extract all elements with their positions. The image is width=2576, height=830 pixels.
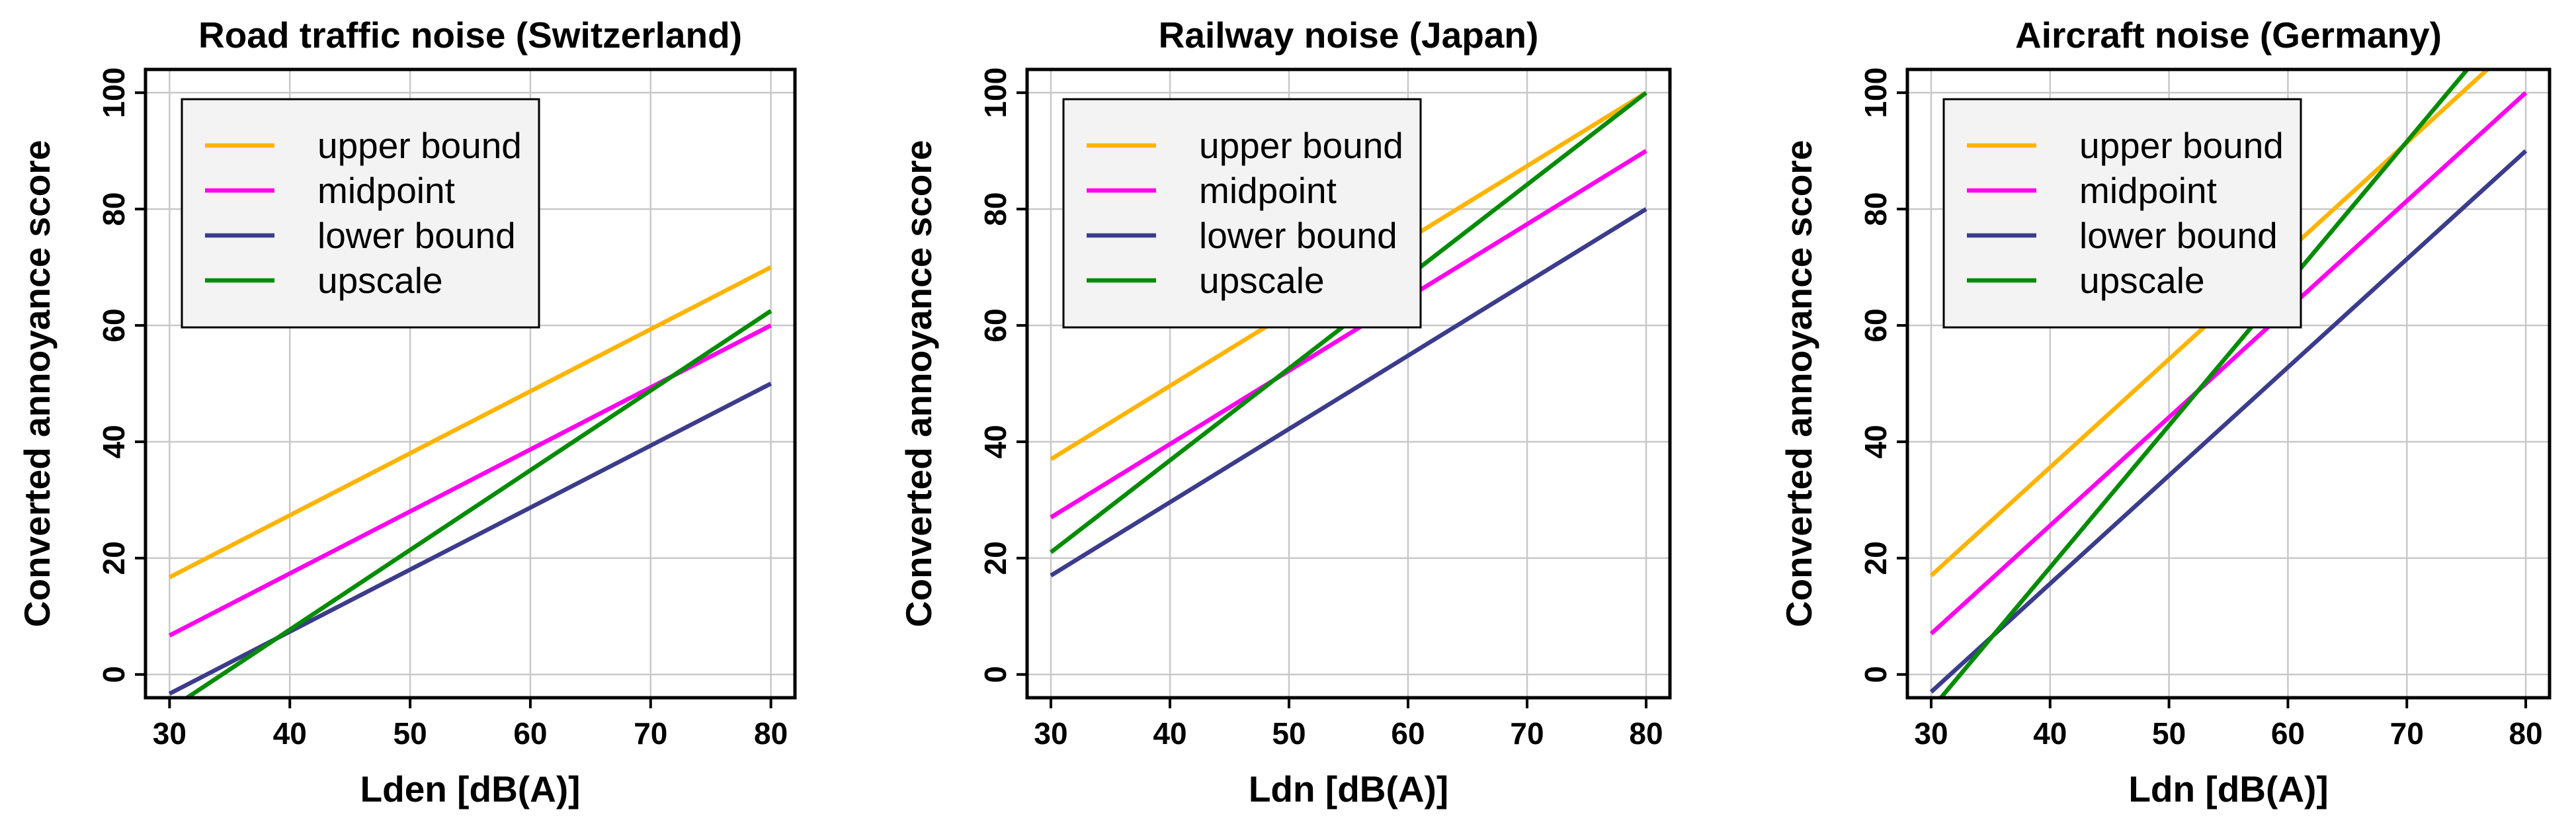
legend-entry-label: upscale	[2079, 260, 2205, 301]
y-tick-label: 40	[1858, 425, 1893, 458]
legend-entry-label: upper bound	[2079, 125, 2284, 166]
chart-panel-2: 30 40 50 60 70 80 0 20 40 60 80 100 Railway noise (J…	[898, 15, 1672, 809]
y-tick-label: 0	[1858, 666, 1893, 683]
chart-title: Railway noise (Japan)	[1159, 15, 1539, 56]
y-tick-label: 60	[97, 308, 131, 342]
legend-entry-label: midpoint	[317, 170, 455, 211]
series-line-upper-bound	[168, 265, 772, 579]
y-tick-label: 0	[97, 666, 131, 683]
y-tick-label: 100	[1858, 67, 1893, 118]
x-tick-label: 50	[393, 716, 427, 751]
chart-panel-3: 30 40 50 60 70 80 0 20 40 60 80 100 Aircraft noise (…	[1778, 15, 2552, 809]
y-tick-label: 40	[97, 425, 131, 458]
x-tick-label: 60	[1391, 716, 1425, 751]
legend-entry-label: midpoint	[2079, 170, 2217, 211]
legend-box	[181, 98, 540, 329]
y-tick-label: 40	[978, 425, 1013, 458]
x-tick-label: 30	[1914, 716, 1948, 751]
y-tick-label: 60	[1858, 308, 1893, 342]
x-tick-label: 50	[2152, 716, 2186, 751]
series-line-upscale	[183, 309, 772, 698]
x-tick-label: 50	[1272, 716, 1306, 751]
chart-panel-1: 30 40 50 60 70 80 0 20 40 60 80 100 Road traffic noi…	[17, 15, 797, 809]
series-line-midpoint	[1050, 149, 1647, 520]
x-axis-label: Ldn [dB(A)]	[2128, 768, 2328, 809]
plot-frame	[1905, 67, 2552, 700]
x-tick-label: 40	[2033, 716, 2067, 751]
x-tick-label: 80	[2509, 716, 2542, 751]
x-axis-label: Lden [dB(A)]	[360, 768, 581, 809]
x-tick-label: 60	[2271, 716, 2305, 751]
legend-box	[1942, 98, 2302, 329]
y-tick-label: 80	[1858, 192, 1893, 226]
x-tick-label: 80	[754, 716, 788, 751]
x-tick-label: 30	[1034, 716, 1067, 751]
y-tick-label: 100	[97, 67, 131, 118]
y-tick-label: 80	[978, 192, 1013, 226]
series-group	[168, 265, 772, 698]
y-tick-label: 100	[978, 67, 1013, 118]
chart-title: Aircraft noise (Germany)	[2015, 15, 2442, 56]
series-line-upscale	[1938, 69, 2470, 698]
x-tick-label: 70	[1510, 716, 1544, 751]
legend-entry-label: lower bound	[317, 215, 516, 256]
x-axis-label: Ldn [dB(A)]	[1249, 768, 1448, 809]
x-tick-label: 40	[273, 716, 307, 751]
legend-entry-label: upper bound	[1199, 125, 1403, 166]
y-axis-label: Converted annoyance score	[17, 140, 58, 628]
legend-entry-label: lower bound	[1199, 215, 1397, 256]
legend-entry-label: midpoint	[1199, 170, 1337, 211]
y-tick-label: 20	[978, 541, 1013, 575]
series-line-lower-bound	[1050, 207, 1647, 578]
x-tick-label: 30	[153, 716, 187, 751]
x-tick-label: 60	[513, 716, 547, 751]
x-tick-label: 40	[1153, 716, 1186, 751]
y-tick-label: 80	[97, 192, 131, 226]
y-tick-label: 20	[1858, 541, 1893, 575]
y-tick-label: 20	[97, 541, 131, 575]
plot-frame	[1025, 67, 1672, 700]
legend-box	[1062, 98, 1422, 329]
y-tick-label: 0	[978, 666, 1013, 683]
y-axis-label: Converted annoyance score	[1778, 140, 1819, 628]
legend-entry-label: upscale	[1199, 260, 1325, 301]
legend-entry-label: upper bound	[317, 125, 522, 166]
x-tick-label: 70	[2390, 716, 2424, 751]
series-line-lower-bound	[1929, 149, 2528, 694]
plot-frame	[144, 67, 797, 700]
y-axis-label: Converted annoyance score	[898, 140, 939, 628]
legend-entry-label: lower bound	[2079, 215, 2278, 256]
series-line-midpoint	[1929, 91, 2528, 636]
x-tick-label: 80	[1629, 716, 1663, 751]
chart-title: Road traffic noise (Switzerland)	[198, 15, 742, 56]
x-tick-label: 70	[634, 716, 667, 751]
legend-entry-label: upscale	[317, 260, 443, 301]
y-tick-label: 60	[978, 308, 1013, 342]
